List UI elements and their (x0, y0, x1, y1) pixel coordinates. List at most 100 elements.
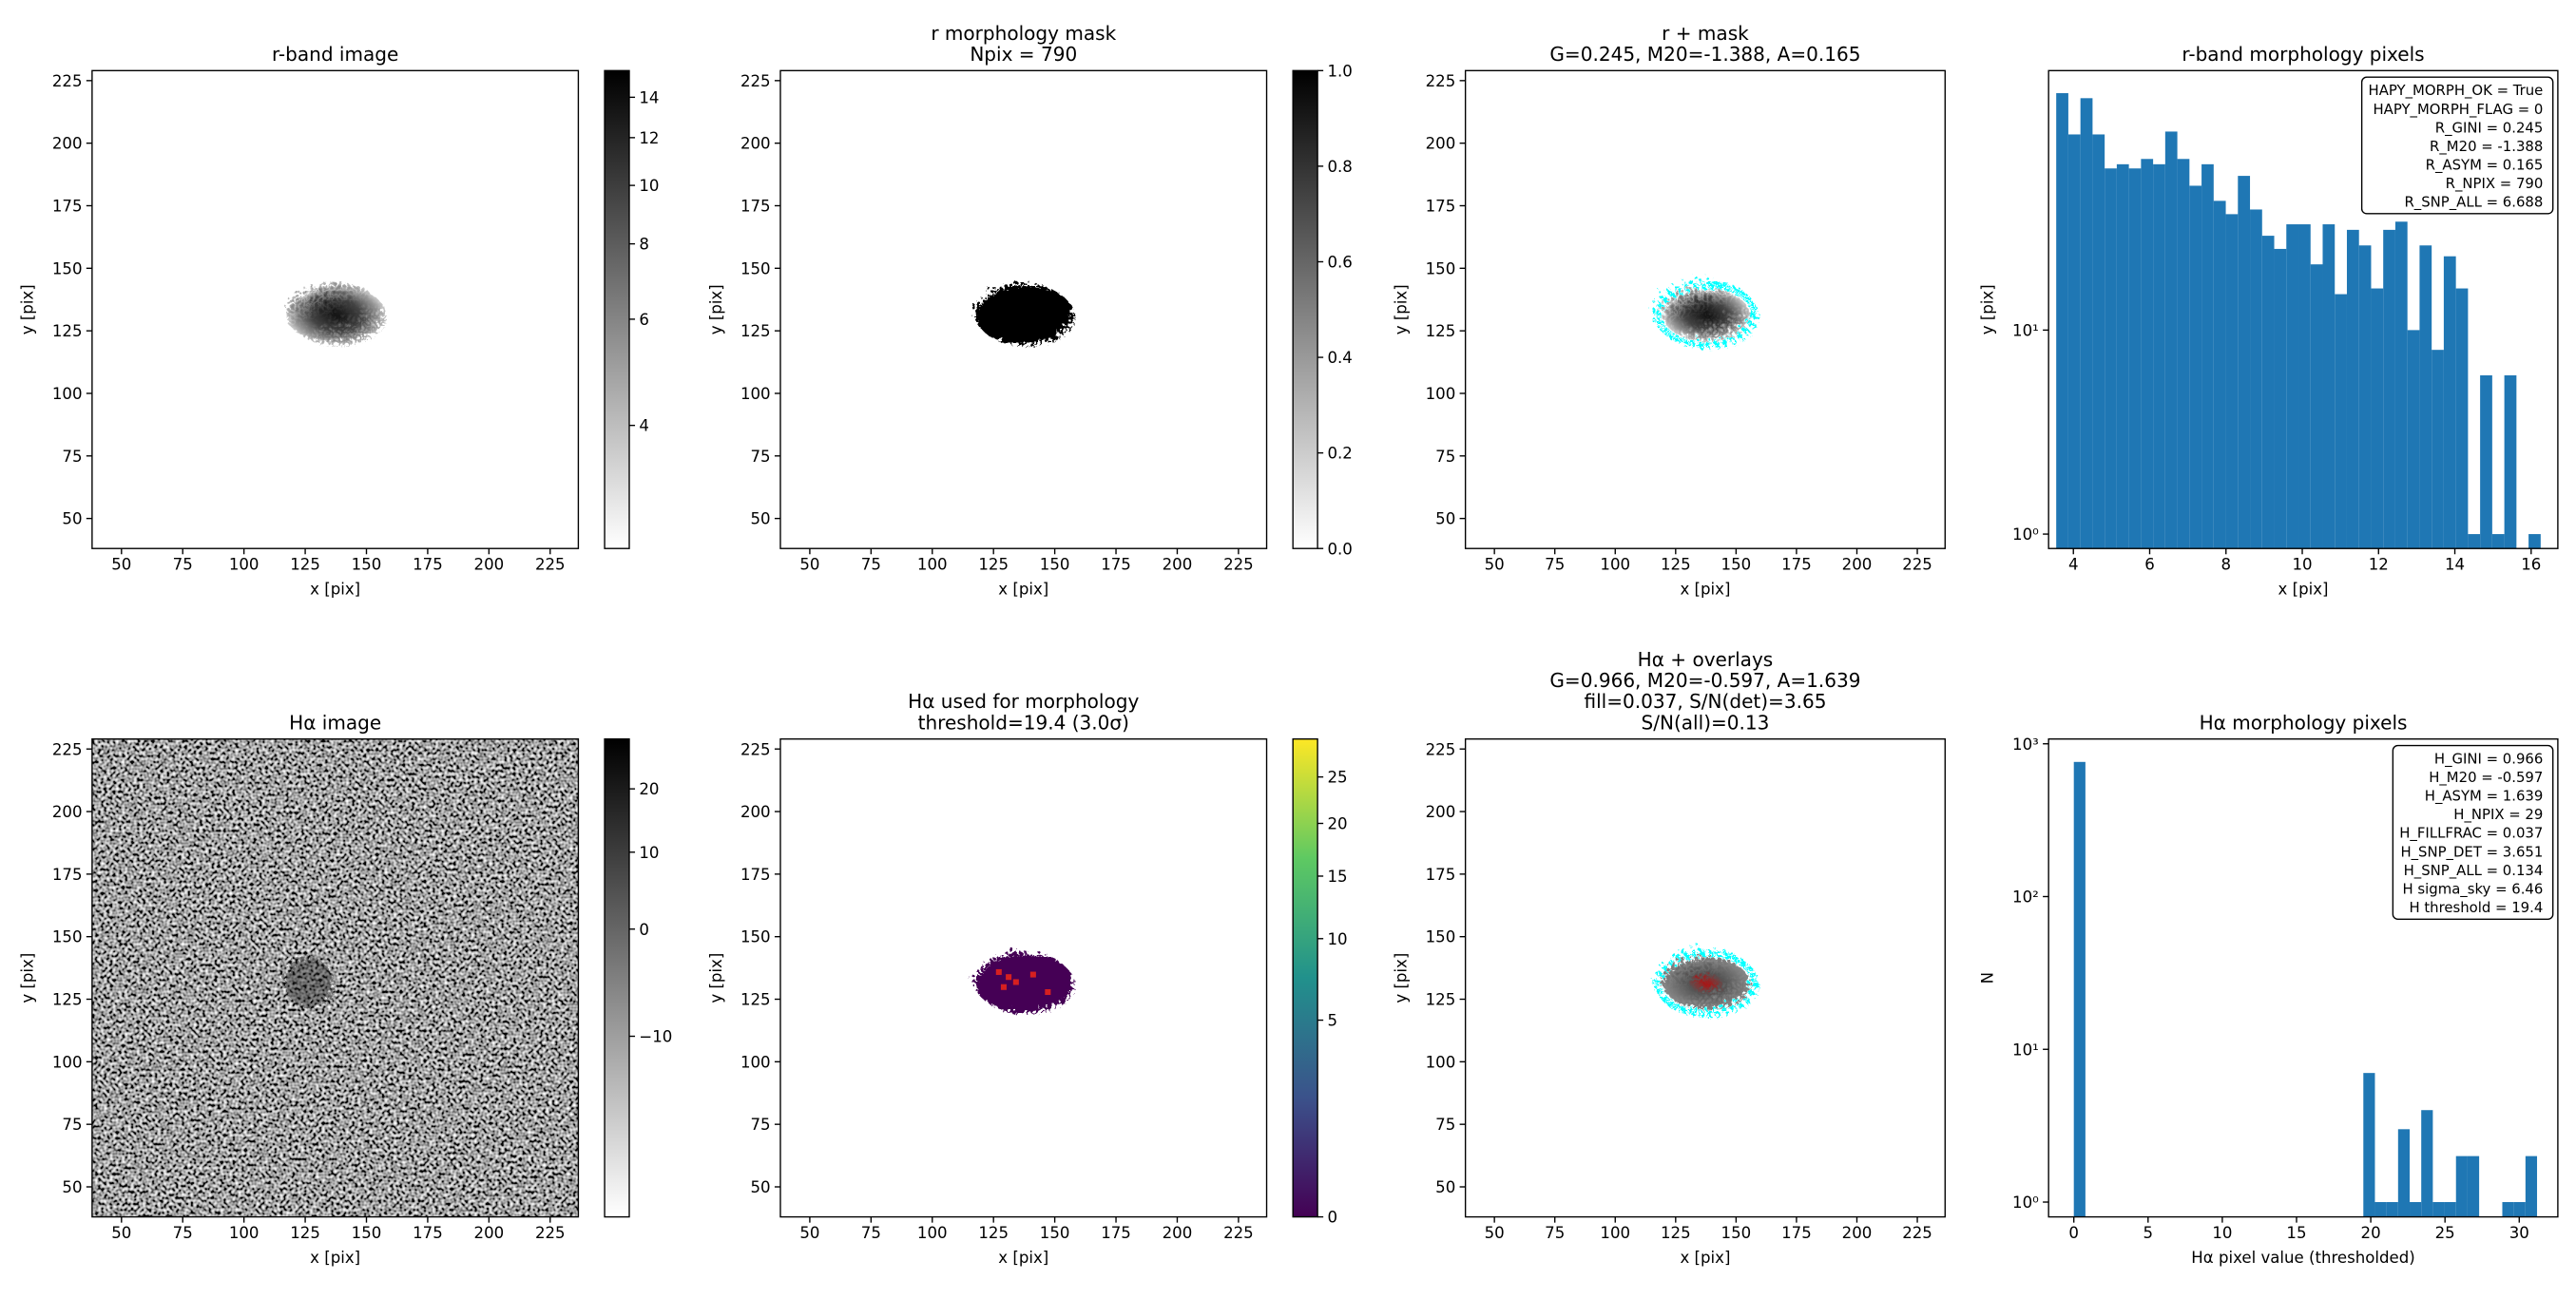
y-tick-label: 10¹ (2012, 1041, 2039, 1059)
panel: 50 75 100 125 150 175 200 225507510012515017520… (1392, 22, 1946, 599)
histogram-bar (2386, 1202, 2398, 1217)
histogram-bar (2407, 330, 2420, 549)
y-tick-label: 50 (1435, 510, 1455, 528)
histogram-bar (2525, 1156, 2538, 1217)
chart-title: Npix = 790 (970, 43, 1077, 66)
axes-frame (2047, 737, 2559, 1218)
mask-blob (971, 280, 1070, 341)
x-tick-label: 150 (1721, 1224, 1752, 1242)
annotation-line: R_NPIX = 790 (2446, 175, 2544, 192)
x-axis-label: x [pix] (2278, 581, 2329, 599)
y-axis-label: y [pix] (1978, 284, 1996, 334)
annotation-line: HAPY_MORPH_FLAG = 0 (2374, 101, 2544, 118)
bright-pixel (1000, 984, 1007, 990)
y-tick-label: 50 (62, 510, 82, 528)
histogram-bar (2480, 374, 2492, 549)
y-tick-label: 125 (1426, 322, 1456, 340)
source-blob (282, 280, 381, 341)
axes-frame (779, 69, 1268, 549)
x-tick-label: 100 (1600, 556, 1630, 574)
histogram-bar (2238, 176, 2251, 549)
y-tick-label: 125 (52, 991, 83, 1009)
colorbar-tick-label: 1.0 (1327, 62, 1352, 80)
annotation-box (2392, 744, 2554, 920)
histogram-bar (2455, 1156, 2468, 1217)
panel: 50 75 100 125 150 175 200 225507510012515017520… (707, 22, 1353, 599)
x-axis-label: x [pix] (998, 1249, 1048, 1267)
x-tick-label: 175 (413, 1224, 443, 1242)
histogram-bar (2358, 245, 2372, 549)
x-tick-label: 25 (2435, 1224, 2455, 1242)
mask-outline (1650, 277, 1755, 345)
chart-title: G=0.245, M20=-1.388, A=0.165 (1549, 43, 1860, 66)
y-tick-label: 125 (52, 322, 83, 340)
histogram-bar (2105, 168, 2117, 549)
histogram-bar (2322, 224, 2336, 549)
noise-image (91, 738, 579, 1217)
x-tick-label: 10 (2212, 1224, 2232, 1242)
x-tick-label: 225 (1223, 556, 1254, 574)
y-tick-label: 175 (1426, 198, 1456, 216)
annotation-line: R_SNP_ALL = 6.688 (2404, 193, 2543, 210)
y-axis-label: y [pix] (1392, 953, 1410, 1003)
chart-title: threshold=19.4 (3.0σ) (918, 711, 1129, 734)
histogram-bar (2201, 163, 2214, 549)
x-axis-label: x [pix] (310, 1249, 360, 1267)
x-tick-label: 50 (799, 1224, 819, 1242)
x-tick-label: 100 (229, 1224, 260, 1242)
bright-pixel (1006, 974, 1012, 981)
y-tick-label: 50 (751, 510, 771, 528)
y-tick-label: 200 (1426, 135, 1456, 153)
y-tick-label: 225 (1426, 740, 1456, 758)
colorbar-tick-label: 20 (1327, 815, 1347, 833)
y-tick-label: 125 (1426, 991, 1456, 1009)
y-tick-label: 175 (740, 866, 771, 884)
y-tick-label: 10¹ (2012, 321, 2039, 339)
y-axis-label: y [pix] (19, 284, 37, 334)
x-tick-label: 50 (1485, 556, 1505, 574)
x-tick-label: 125 (978, 1224, 1009, 1242)
y-axis-label: y [pix] (1392, 284, 1410, 334)
colorbar (1292, 69, 1318, 549)
y-tick-label: 225 (52, 72, 83, 90)
y-axis-label: y [pix] (707, 953, 725, 1003)
y-tick-label: 50 (751, 1178, 771, 1196)
y-tick-label: 75 (1435, 1116, 1455, 1134)
x-tick-label: 100 (229, 556, 260, 574)
y-tick-label: 200 (1426, 803, 1456, 821)
x-axis-label: x [pix] (1680, 581, 1730, 599)
histogram-bar (2491, 534, 2505, 549)
x-tick-label: 75 (861, 556, 881, 574)
x-tick-label: 15 (2286, 1224, 2306, 1242)
histogram-bar (2502, 1202, 2514, 1217)
x-tick-label: 5 (2143, 1224, 2154, 1242)
annotation-line: H_NPIX = 29 (2453, 806, 2543, 823)
y-tick-label: 10⁰ (2012, 525, 2039, 544)
x-tick-label: 150 (1040, 1224, 1070, 1242)
y-tick-label: 200 (52, 803, 83, 821)
chart-title: fill=0.037, S/N(det)=3.65 (1584, 690, 1826, 713)
y-tick-label: 150 (1426, 259, 1456, 277)
axes-frame (91, 69, 580, 549)
annotation-line: H_GINI = 0.966 (2434, 751, 2543, 768)
chart-title: Hα image (289, 711, 381, 734)
annotation-line: R_ASYM = 0.165 (2426, 156, 2544, 173)
x-tick-label: 150 (1721, 556, 1752, 574)
panel: 50 75 100 125 150 175 200 225507510012515017520… (707, 690, 1348, 1267)
y-tick-label: 150 (52, 259, 83, 277)
x-tick-label: 200 (1163, 1224, 1193, 1242)
axes-frame (2047, 69, 2559, 549)
panel: 50 75 100 125 150 175 200 225507510012515017520… (1392, 648, 1946, 1267)
histogram-bar (2504, 374, 2517, 549)
histogram-bar (2513, 1202, 2526, 1217)
histogram-bar (2310, 264, 2323, 549)
y-tick-label: 10⁰ (2012, 1194, 2039, 1212)
y-tick-label: 125 (740, 991, 771, 1009)
y-tick-label: 150 (52, 928, 83, 946)
histogram-bar (2225, 214, 2239, 549)
x-tick-label: 225 (1902, 556, 1932, 574)
x-tick-label: 4 (2068, 556, 2079, 574)
y-tick-label: 225 (52, 740, 83, 758)
